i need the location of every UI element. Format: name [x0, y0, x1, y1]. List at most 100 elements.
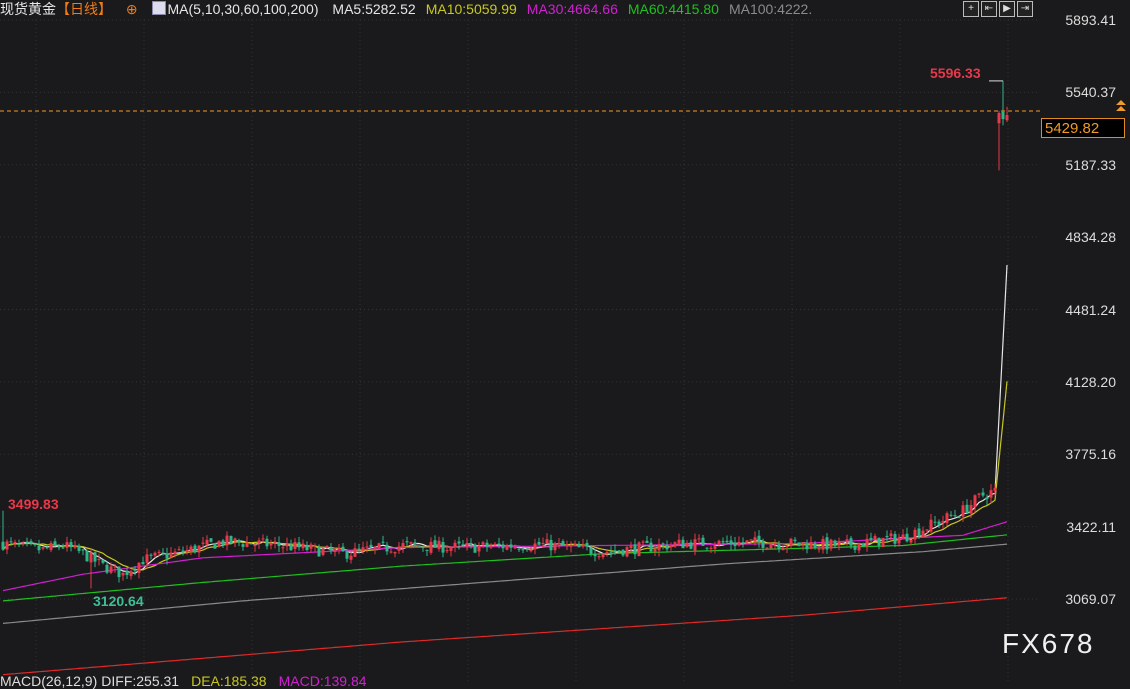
candle — [129, 570, 133, 580]
candle-body — [469, 543, 473, 545]
candle-body — [621, 549, 625, 556]
crosshair-circle-icon[interactable]: ⊕ — [125, 1, 138, 17]
candle — [273, 536, 277, 549]
candle — [749, 539, 753, 544]
candle-body — [665, 544, 669, 550]
candle — [445, 545, 449, 554]
candle — [373, 545, 377, 555]
high-annotation: 5596.33 — [930, 65, 981, 81]
play-icon[interactable]: ▶ — [999, 1, 1015, 17]
candle — [989, 484, 993, 504]
candle-body — [921, 530, 925, 538]
candle — [81, 548, 85, 556]
candle — [53, 538, 57, 547]
period-selector[interactable]: 【日线】 — [56, 1, 112, 17]
candle-body — [221, 540, 225, 546]
candle-body — [541, 542, 545, 544]
candle — [881, 537, 885, 548]
ma-value-3: MA60:4415.80 — [627, 1, 719, 17]
candle-body — [229, 535, 233, 544]
ma-line-ma10 — [2, 381, 1008, 571]
candle-body — [129, 571, 133, 577]
candle-body — [753, 537, 757, 542]
candle-body — [225, 535, 229, 546]
candle — [577, 541, 581, 548]
candle-body — [977, 493, 981, 495]
candle — [969, 499, 973, 518]
candle — [641, 539, 645, 546]
candle-body — [821, 538, 825, 550]
candle — [361, 541, 365, 554]
candle — [621, 549, 625, 557]
candle-body — [853, 545, 857, 550]
candle — [805, 539, 809, 554]
crosshair-icon[interactable]: + — [963, 1, 979, 17]
candle — [353, 542, 357, 558]
candle — [897, 533, 901, 547]
candle-body — [529, 549, 533, 552]
zoom-range-icon[interactable]: ⇤ — [981, 1, 997, 17]
candle-body — [501, 544, 505, 549]
candle — [557, 538, 561, 549]
candle — [465, 537, 469, 551]
candle — [13, 539, 17, 548]
candle — [565, 540, 569, 551]
candle — [105, 561, 109, 575]
candle — [801, 542, 805, 551]
candle-body — [497, 543, 501, 545]
candle — [109, 562, 113, 575]
candle-body — [721, 541, 725, 543]
candle-body — [581, 544, 585, 547]
candle-body — [485, 542, 489, 548]
candle-body — [177, 549, 181, 551]
candle — [165, 547, 169, 565]
candle — [913, 527, 917, 545]
candle — [457, 536, 461, 550]
candle-body — [849, 538, 853, 546]
candle — [333, 547, 337, 557]
candle-body — [565, 544, 569, 546]
y-tick-label: 3069.07 — [1065, 591, 1116, 607]
ma-params[interactable]: MA(5,10,30,60,100,200) — [167, 1, 319, 17]
candle — [249, 543, 253, 545]
candle-body — [429, 541, 433, 553]
instrument-title: 现货黄金 — [0, 1, 56, 17]
candle-body — [81, 549, 85, 551]
candle-body — [685, 542, 689, 547]
candle — [189, 544, 193, 556]
candle — [125, 567, 129, 580]
candle-body — [405, 541, 409, 543]
candle-body — [93, 552, 97, 562]
candle — [569, 541, 573, 553]
candle — [689, 539, 693, 550]
candle-body — [77, 545, 81, 552]
candle-body — [97, 558, 101, 561]
candle-body — [449, 547, 453, 551]
candle-body — [237, 539, 241, 543]
y-tick-label: 3775.16 — [1065, 446, 1116, 463]
candle-body — [729, 540, 733, 545]
candle — [937, 519, 941, 529]
y-tick-label: 3422.11 — [1066, 518, 1116, 535]
candle — [673, 541, 677, 548]
candle-body — [201, 542, 205, 544]
y-tick-label: 5187.33 — [1065, 156, 1116, 173]
candle — [149, 553, 153, 560]
candle-body — [569, 545, 573, 547]
candle-body — [573, 544, 577, 546]
candle — [489, 543, 493, 550]
candle — [921, 526, 925, 538]
indicator-chart-icon[interactable] — [151, 1, 166, 15]
candle — [817, 547, 821, 553]
candle — [177, 546, 181, 551]
candle-body — [385, 544, 389, 552]
candle-body — [625, 547, 629, 557]
candle — [757, 530, 761, 548]
exit-icon[interactable]: ⇥ — [1017, 1, 1033, 17]
candle-body — [549, 540, 553, 551]
candle-body — [885, 535, 889, 538]
candle-body — [889, 533, 893, 537]
candle — [965, 499, 969, 514]
candle — [285, 537, 289, 552]
